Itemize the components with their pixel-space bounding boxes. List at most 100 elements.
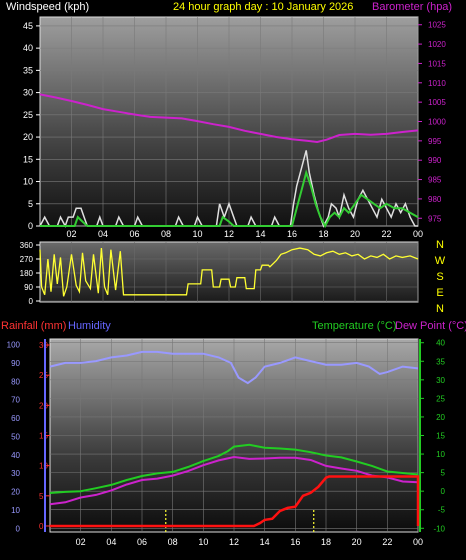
barometer-tick-label: 975 — [428, 214, 442, 223]
windspeed-tick-label: 0 — [28, 221, 33, 231]
barometer-tick-label: 990 — [428, 156, 442, 165]
rain-x-tick-label: 12 — [229, 537, 239, 547]
wind-x-tick-label: 20 — [350, 229, 360, 239]
rain-x-tick-label: 22 — [382, 537, 392, 547]
humidity-tick-label: 0 — [16, 524, 21, 533]
rain-x-tick-label: 10 — [198, 537, 208, 547]
humidity-tick-label: 10 — [11, 506, 20, 515]
temperature-tick-label: 20 — [436, 413, 445, 422]
wind-panel-x-ticks: 02 04 06 08 10 12 14 16 18 20 22 00 — [66, 229, 423, 239]
humidity-axis-ticks: 0 10 20 30 40 50 60 70 80 90 100 — [7, 341, 21, 534]
wind-x-tick-label: 18 — [318, 229, 328, 239]
wind-direction-grid — [40, 242, 419, 302]
compass-label-n: N — [436, 303, 444, 315]
temperature-tick-label: 10 — [436, 450, 445, 459]
rainfall-line — [50, 475, 420, 528]
barometer-tick-label: 1015 — [428, 59, 446, 68]
temperature-axis-ticks: -10 -5 0 5 10 15 20 25 30 35 40 — [420, 339, 446, 533]
barometer-axis-ticks: 975 980 985 990 995 1000 1005 1010 1015 1020 1025 — [418, 21, 446, 223]
rainfall-tick-label: 5 — [39, 492, 44, 501]
direction-tick-label: 180 — [20, 269, 34, 278]
barometer-tick-label: 995 — [428, 137, 442, 146]
compass-label-e: E — [436, 287, 443, 299]
temperature-tick-label: 15 — [436, 432, 445, 441]
rain-x-tick-label: 08 — [168, 537, 178, 547]
wind-x-tick-label: 12 — [224, 229, 234, 239]
humidity-tick-label: 50 — [11, 432, 20, 441]
windspeed-tick-label: 20 — [23, 132, 33, 142]
temperature-line — [49, 443, 419, 494]
direction-tick-label: 0 — [29, 297, 34, 306]
wind-x-tick-label: 02 — [66, 229, 76, 239]
rain-x-tick-label: 04 — [106, 537, 116, 547]
windspeed-tick-label: 30 — [23, 88, 33, 98]
rain-x-tick-label: 00 — [413, 537, 423, 547]
barometer-tick-label: 980 — [428, 195, 442, 204]
rain-x-tick-label: 14 — [260, 537, 270, 547]
barometer-axis-title: Barometer (hpa) — [372, 1, 452, 13]
direction-tick-label: 360 — [20, 241, 34, 250]
wind-x-tick-label: 06 — [129, 229, 139, 239]
rain-x-tick-label: 16 — [290, 537, 300, 547]
wind-direction-line — [39, 247, 419, 297]
barometer-tick-label: 1020 — [428, 40, 446, 49]
wind-panel-grid — [40, 17, 419, 227]
humidity-line — [49, 350, 419, 385]
temperature-tick-label: 5 — [441, 469, 446, 478]
wind-x-tick-label: 08 — [161, 229, 171, 239]
compass-label-w: W — [435, 255, 446, 267]
rainfall-tick-label: 10 — [39, 462, 48, 471]
wind-x-tick-label: 22 — [381, 229, 391, 239]
temperature-tick-label: 35 — [436, 357, 445, 366]
windspeed-axis-title: Windspeed (kph) — [6, 1, 89, 13]
compass-label-s: S — [436, 271, 443, 283]
wind-x-tick-label: 14 — [255, 229, 265, 239]
barometer-tick-label: 1000 — [428, 118, 446, 127]
barometer-tick-label: 985 — [428, 176, 442, 185]
windspeed-tick-label: 5 — [28, 199, 33, 209]
windspeed-tick-label: 40 — [23, 43, 33, 53]
windspeed-tick-label: 25 — [23, 110, 33, 120]
rain-x-tick-label: 18 — [321, 537, 331, 547]
temperature-tick-label: -5 — [438, 506, 446, 515]
rain-x-tick-label: 20 — [352, 537, 362, 547]
direction-tick-label: 90 — [24, 283, 33, 292]
barometer-tick-label: 1010 — [428, 79, 446, 88]
temperature-tick-label: 30 — [436, 376, 445, 385]
compass-label-n: N — [436, 239, 444, 251]
rainfall-tick-label: 30 — [39, 341, 48, 350]
humidity-axis-title: Humidity — [68, 320, 111, 332]
humidity-tick-label: 30 — [11, 469, 20, 478]
chart-title: 24 hour graph day : 10 January 2026 — [173, 1, 353, 13]
windspeed-tick-label: 10 — [23, 177, 33, 187]
rain-panel-x-ticks: 02 04 06 08 10 12 14 16 18 20 22 00 — [76, 537, 423, 547]
wind-x-tick-label: 16 — [287, 229, 297, 239]
temperature-tick-label: 0 — [441, 487, 446, 496]
wind-x-tick-label: 00 — [413, 229, 423, 239]
barometer-tick-label: 1025 — [428, 21, 446, 30]
humidity-tick-label: 40 — [11, 451, 20, 460]
wind-direction-axis-ticks: 0 90 180 270 360 — [20, 241, 40, 306]
rain-x-tick-label: 02 — [76, 537, 86, 547]
rainfall-axis-ticks: 0 5 10 15 20 25 30 — [39, 341, 50, 531]
temperature-tick-label: -10 — [433, 524, 445, 533]
rainfall-tick-label: 20 — [39, 401, 48, 410]
windspeed-tick-label: 35 — [23, 65, 33, 75]
windspeed-axis-ticks: 0 5 10 15 20 25 30 35 40 45 — [23, 21, 40, 231]
humidity-tick-label: 60 — [11, 414, 20, 423]
temperature-tick-label: 40 — [436, 339, 445, 348]
humidity-tick-label: 100 — [7, 341, 21, 350]
dewpoint-line — [49, 455, 419, 506]
humidity-tick-label: 20 — [11, 488, 20, 497]
barometer-tick-label: 1005 — [428, 98, 446, 107]
rain-x-tick-label: 06 — [137, 537, 147, 547]
humidity-tick-label: 90 — [11, 359, 20, 368]
rainfall-axis-title: Rainfall (mm) — [1, 320, 66, 332]
direction-tick-label: 270 — [20, 255, 34, 264]
rainfall-tick-label: 25 — [39, 371, 48, 380]
barometer-line — [39, 93, 419, 144]
temperature-axis-title: Temperature (°C) — [312, 320, 396, 332]
